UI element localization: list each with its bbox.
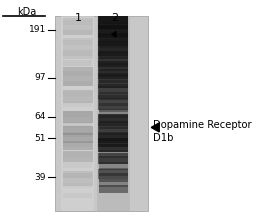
Bar bbox=[98, 132, 128, 143]
Polygon shape bbox=[151, 123, 159, 132]
Bar bbox=[98, 41, 128, 56]
Bar bbox=[62, 126, 93, 135]
Bar bbox=[62, 111, 93, 123]
Bar bbox=[63, 173, 92, 178]
Bar bbox=[99, 144, 128, 152]
Text: 39: 39 bbox=[35, 173, 46, 182]
Bar bbox=[63, 193, 92, 198]
Bar bbox=[62, 151, 93, 162]
Bar bbox=[63, 183, 92, 188]
Bar bbox=[62, 90, 93, 102]
Bar bbox=[99, 86, 128, 94]
Bar bbox=[99, 57, 128, 65]
Bar bbox=[63, 40, 92, 45]
Bar bbox=[98, 73, 128, 89]
Bar bbox=[99, 39, 128, 48]
Text: 1: 1 bbox=[75, 13, 82, 23]
Bar bbox=[99, 22, 128, 30]
Bar bbox=[99, 16, 128, 24]
Bar bbox=[63, 111, 92, 117]
Bar bbox=[99, 150, 128, 158]
Bar bbox=[99, 179, 128, 187]
Bar bbox=[98, 123, 128, 132]
Bar bbox=[99, 45, 128, 53]
Bar bbox=[99, 156, 128, 164]
Bar bbox=[62, 133, 93, 143]
Bar bbox=[99, 63, 128, 71]
Bar bbox=[97, 16, 130, 211]
Bar bbox=[99, 80, 128, 88]
Bar bbox=[99, 173, 128, 182]
Bar bbox=[98, 33, 128, 46]
Bar bbox=[99, 162, 128, 170]
Bar bbox=[62, 18, 93, 35]
Bar bbox=[62, 67, 93, 86]
Bar bbox=[99, 115, 128, 123]
Bar bbox=[99, 121, 128, 129]
Bar bbox=[98, 114, 128, 126]
Bar bbox=[98, 169, 128, 179]
Bar bbox=[63, 132, 92, 137]
Bar bbox=[62, 171, 93, 186]
Text: 51: 51 bbox=[35, 134, 46, 143]
Bar bbox=[63, 60, 92, 66]
Bar bbox=[98, 144, 128, 152]
Bar bbox=[63, 30, 92, 35]
Bar bbox=[62, 141, 93, 150]
Bar bbox=[56, 16, 148, 211]
Text: 64: 64 bbox=[35, 112, 46, 121]
Bar bbox=[99, 98, 128, 106]
Bar bbox=[63, 152, 92, 158]
Bar bbox=[99, 109, 128, 118]
Bar bbox=[98, 16, 128, 29]
Bar bbox=[61, 16, 94, 211]
Text: kDa: kDa bbox=[18, 7, 37, 17]
Bar bbox=[63, 71, 92, 76]
Bar bbox=[98, 84, 128, 99]
Bar bbox=[99, 104, 128, 112]
Bar bbox=[99, 185, 128, 193]
Bar bbox=[99, 168, 128, 176]
Bar bbox=[99, 133, 128, 141]
Bar bbox=[98, 95, 128, 110]
Text: D1b: D1b bbox=[153, 133, 174, 143]
Bar bbox=[98, 61, 128, 79]
Bar bbox=[98, 138, 128, 147]
Bar bbox=[63, 81, 92, 86]
Bar bbox=[98, 153, 128, 164]
Bar bbox=[98, 24, 128, 37]
Bar bbox=[99, 138, 128, 147]
Text: 97: 97 bbox=[35, 73, 46, 82]
Bar bbox=[62, 37, 93, 59]
Bar bbox=[63, 122, 92, 127]
Bar bbox=[63, 20, 92, 25]
Bar bbox=[63, 142, 92, 147]
Bar bbox=[63, 162, 92, 168]
Text: 191: 191 bbox=[29, 26, 46, 34]
Bar bbox=[99, 68, 128, 77]
Polygon shape bbox=[112, 32, 116, 37]
Bar bbox=[63, 91, 92, 96]
Bar bbox=[99, 92, 128, 100]
Text: 2: 2 bbox=[111, 13, 118, 23]
Bar bbox=[63, 50, 92, 56]
Bar bbox=[99, 34, 128, 42]
Bar bbox=[63, 101, 92, 107]
Text: Dopamine Receptor: Dopamine Receptor bbox=[153, 120, 252, 130]
Bar bbox=[99, 127, 128, 135]
Bar bbox=[99, 51, 128, 59]
Bar bbox=[99, 28, 128, 36]
Bar bbox=[98, 52, 128, 67]
Bar bbox=[99, 74, 128, 83]
